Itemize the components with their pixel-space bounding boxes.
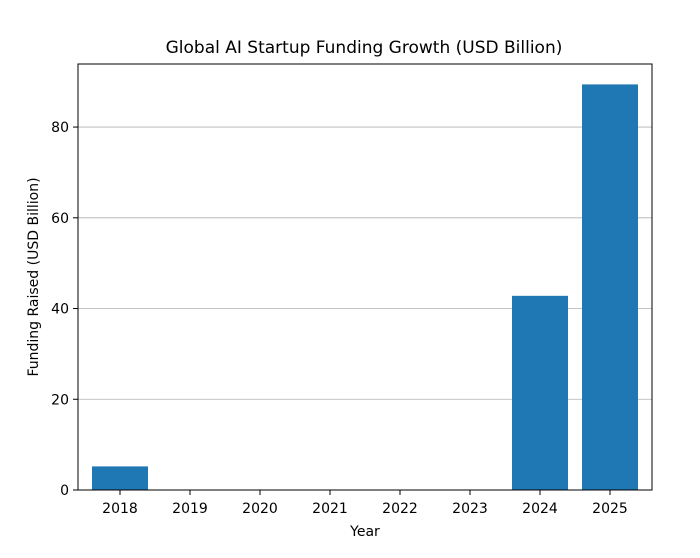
x-tick-label: 2018 xyxy=(102,501,138,517)
bar xyxy=(92,466,148,490)
plot-frame xyxy=(77,63,653,491)
y-tick-label: 80 xyxy=(51,120,69,136)
chart-title: Global AI Startup Funding Growth (USD Bi… xyxy=(166,38,563,58)
x-axis-label: Year xyxy=(349,524,380,540)
x-tick-label: 2023 xyxy=(452,501,488,517)
x-tick-label: 2021 xyxy=(312,501,348,517)
y-axis-ticks: 0 20 40 60 80 xyxy=(51,120,78,499)
bars xyxy=(92,84,638,490)
y-tick-label: 60 xyxy=(51,211,69,227)
x-tick-label: 2020 xyxy=(242,501,278,517)
y-tick-label: 20 xyxy=(51,392,69,408)
y-axis-label: Funding Raised (USD Billion) xyxy=(26,177,42,376)
y-tick-label: 0 xyxy=(60,483,69,499)
x-axis-ticks: 2018 2019 2020 2021 2022 2023 2024 2025 xyxy=(102,490,628,517)
x-tick-label: 2022 xyxy=(382,501,418,517)
bar xyxy=(582,84,638,490)
x-tick-label: 2025 xyxy=(592,501,628,517)
bar xyxy=(512,295,568,490)
y-tick-label: 40 xyxy=(51,302,69,318)
x-tick-label: 2024 xyxy=(522,501,558,517)
x-tick-label: 2019 xyxy=(172,501,208,517)
